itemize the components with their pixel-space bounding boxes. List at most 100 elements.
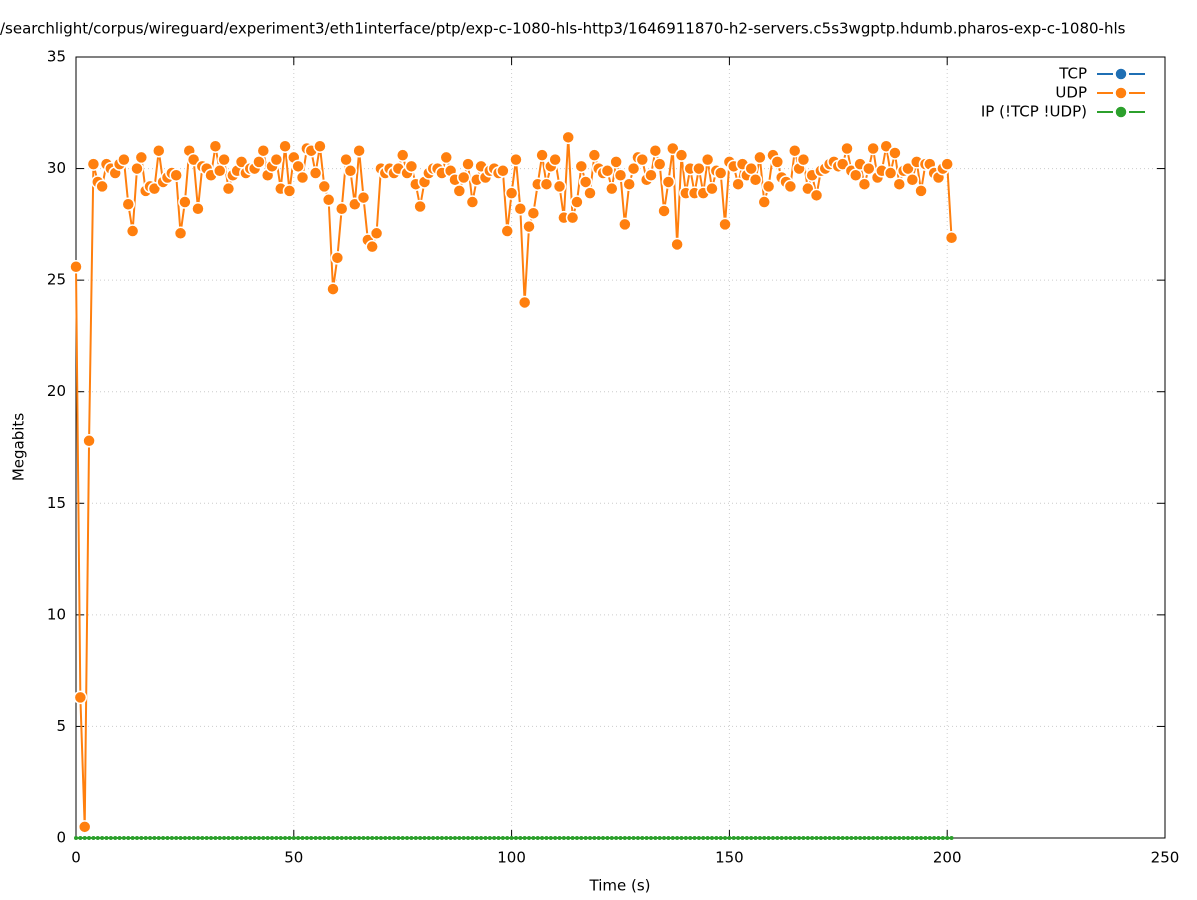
data-point — [835, 157, 850, 171]
data-point — [405, 836, 410, 840]
data-point — [761, 179, 776, 194]
x-tick-label: 0 — [71, 849, 81, 867]
data-point — [492, 836, 497, 840]
data-point — [557, 836, 562, 840]
data-point — [431, 836, 436, 840]
data-point — [330, 251, 345, 265]
data-point — [753, 150, 767, 165]
data-point — [400, 836, 405, 840]
data-point — [740, 836, 745, 840]
data-point — [265, 836, 270, 840]
y-tick-label: 0 — [56, 829, 66, 847]
data-point — [527, 836, 532, 840]
data-point — [923, 836, 928, 840]
data-point — [849, 836, 854, 840]
data-point — [86, 157, 101, 171]
data-point — [518, 836, 523, 840]
data-point — [513, 836, 518, 840]
data-point — [165, 836, 170, 840]
data-point — [727, 836, 732, 840]
data-point — [365, 836, 370, 840]
data-point — [718, 836, 723, 840]
data-point — [195, 836, 200, 840]
data-point — [326, 282, 340, 296]
data-point — [831, 836, 836, 840]
data-point — [413, 836, 418, 840]
data-point — [500, 836, 505, 840]
data-point — [670, 836, 675, 840]
y-tick-label: 30 — [47, 159, 66, 177]
data-point — [875, 836, 880, 840]
data-point — [770, 836, 775, 840]
data-point — [209, 836, 214, 840]
data-point — [269, 152, 284, 167]
data-point — [426, 836, 431, 840]
data-point — [261, 836, 266, 840]
data-point — [766, 836, 771, 840]
data-point — [736, 836, 741, 840]
data-point — [901, 836, 906, 840]
data-point — [404, 159, 419, 174]
data-point — [352, 143, 366, 158]
data-point — [356, 190, 371, 205]
data-point — [344, 836, 349, 840]
data-point — [461, 157, 475, 171]
data-point — [779, 836, 784, 840]
data-point — [413, 199, 427, 214]
data-point — [152, 143, 166, 158]
data-point — [701, 836, 706, 840]
data-point — [191, 201, 205, 216]
data-point — [300, 836, 305, 840]
y-tick-label: 15 — [47, 494, 66, 512]
data-point — [940, 157, 954, 171]
data-point — [700, 152, 715, 167]
data-point — [775, 836, 780, 840]
data-point — [526, 206, 541, 220]
data-point — [731, 177, 745, 191]
data-point — [570, 195, 584, 209]
data-point — [626, 161, 641, 176]
data-point — [243, 836, 248, 840]
data-point — [787, 143, 802, 158]
data-point — [252, 836, 257, 840]
data-point — [113, 836, 118, 840]
data-point — [622, 836, 627, 840]
data-point — [553, 836, 558, 840]
data-point — [548, 152, 562, 167]
data-point — [653, 836, 658, 840]
data-point — [731, 836, 736, 840]
data-point — [304, 836, 309, 840]
data-point — [125, 224, 140, 238]
chart-title: /searchlight/corpus/wireguard/experiment… — [0, 20, 1126, 38]
data-point — [152, 836, 157, 840]
data-point — [914, 836, 919, 840]
data-point — [596, 836, 601, 840]
data-point — [370, 836, 375, 840]
data-point — [661, 175, 676, 189]
data-point — [365, 239, 379, 254]
data-point — [221, 181, 236, 196]
x-tick-label: 250 — [1151, 849, 1180, 867]
data-point — [723, 836, 728, 840]
data-point — [121, 836, 126, 840]
data-point — [295, 170, 310, 185]
data-point — [418, 836, 423, 840]
data-point — [479, 836, 484, 840]
data-point — [548, 836, 553, 840]
data-point — [840, 141, 854, 156]
data-point — [692, 161, 706, 176]
data-point — [792, 836, 797, 840]
data-point — [517, 295, 532, 310]
data-point — [714, 836, 719, 840]
data-point — [666, 141, 680, 156]
data-point — [409, 836, 414, 840]
data-point — [784, 836, 789, 840]
y-tick-label: 20 — [47, 382, 66, 400]
data-point — [95, 179, 109, 194]
data-point — [713, 166, 728, 180]
data-point — [601, 836, 606, 840]
data-point — [540, 836, 545, 840]
data-point — [291, 159, 305, 174]
x-tick-label: 50 — [284, 849, 303, 867]
y-tick-label: 10 — [47, 605, 66, 623]
